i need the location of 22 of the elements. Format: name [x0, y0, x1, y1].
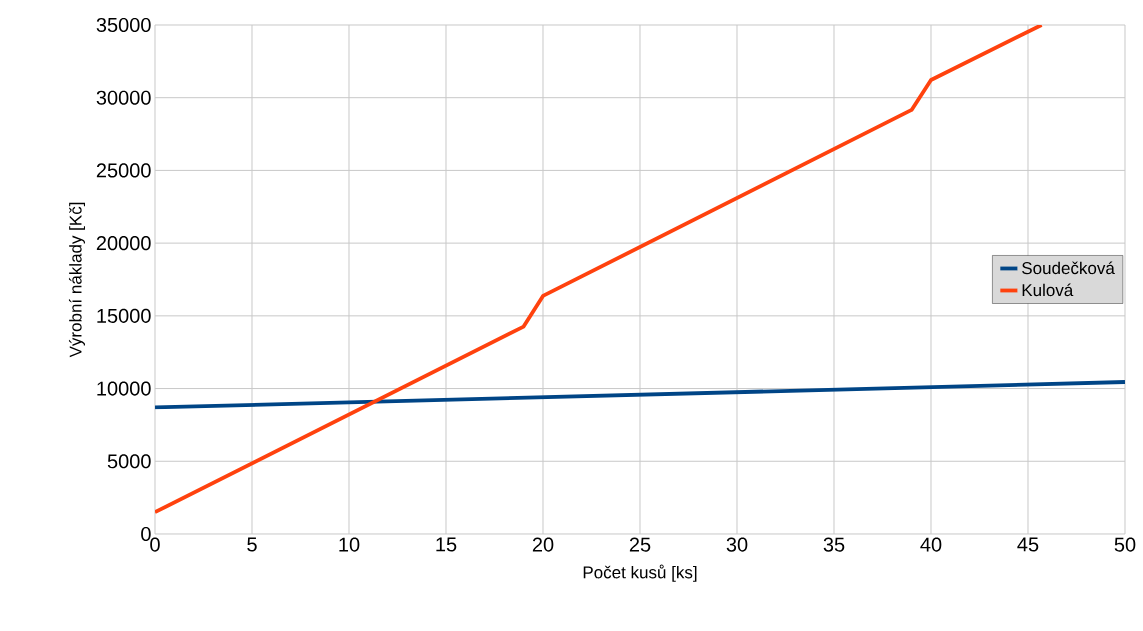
- y-tick-label: 15000: [97, 308, 151, 323]
- x-tick-label: 40: [920, 537, 942, 552]
- x-tick-label: 15: [436, 537, 457, 552]
- x-tick-label: 20: [532, 537, 554, 552]
- y-tick-label: 5000: [107, 454, 151, 469]
- y-axis-title: Výrobní náklady [Kč]: [68, 202, 85, 358]
- x-tick-label: 30: [726, 537, 748, 552]
- x-axis-title: Počet kusů [ks]: [583, 564, 697, 582]
- y-tick-label: 0: [141, 526, 151, 542]
- x-tick-label: 45: [1017, 537, 1039, 552]
- y-tick-label: 20000: [96, 236, 151, 251]
- x-tick-label: 5: [247, 537, 257, 552]
- x-tick-label: 35: [823, 537, 845, 552]
- legend-label: Soudečková: [1022, 261, 1115, 275]
- y-tick-label: 25000: [96, 163, 151, 178]
- x-tick-label: 25: [629, 537, 651, 552]
- y-tick-label: 30000: [96, 90, 151, 105]
- x-tick-label: 10: [339, 537, 360, 552]
- y-tick-label: 35000: [96, 17, 151, 33]
- y-tick-label: 10000: [97, 381, 151, 396]
- x-tick-label: 50: [1114, 537, 1136, 552]
- legend-label: Kulová: [1022, 283, 1074, 297]
